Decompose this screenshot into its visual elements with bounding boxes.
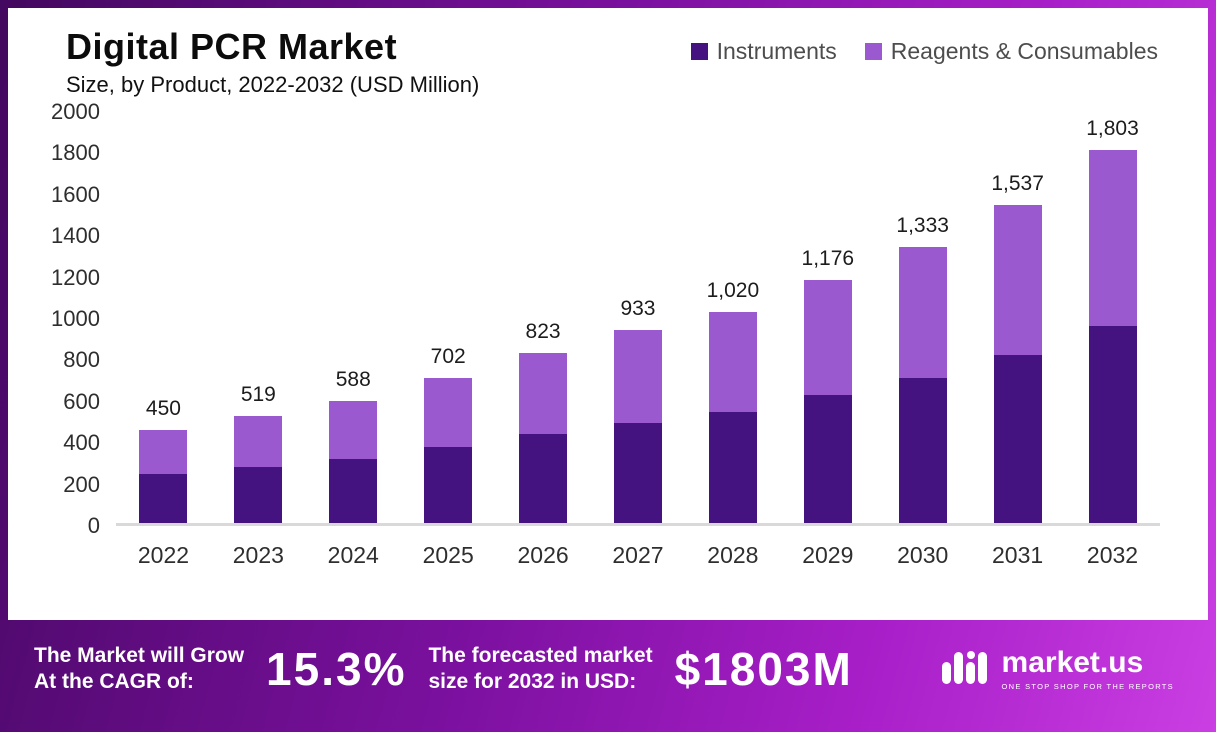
bar-total-label: 1,803 [1086,116,1139,140]
bar-total-label: 519 [240,382,276,406]
cagr-value: 15.3% [266,643,407,695]
forecast-caption-line2: size for 2032 in USD: [428,670,637,693]
market-us-logo-icon [940,648,992,691]
bar-segment-instruments [1088,326,1137,523]
bar-segment-reagents-consumables [234,415,283,468]
x-axis-label: 2025 [422,542,474,568]
bars-row: 450 519 588 702 823 933 1,020 1,176 1,333 1,537 1,… [116,112,1160,523]
bar-segment-reagents-consumables [898,247,947,379]
y-tick-label: 600 [63,388,100,414]
logo-name: market.us [1001,645,1144,679]
legend: Instruments Reagents & Consumables [690,38,1158,65]
bar-segment-instruments [424,447,473,523]
bar-total-label: 702 [430,344,466,368]
y-tick-label: 200 [63,471,100,497]
footer-banner: The Market will Grow At the CAGR of: 15.… [8,620,1208,732]
bar-segment-reagents-consumables [613,329,662,423]
legend-label: Instruments [716,38,837,64]
bar-column: 1,020 [685,112,780,523]
chart: 2000 1800 1600 1400 1200 1000 800 600 400 200 0 45… [34,99,1178,569]
forecast-caption: The forecasted market size for 2032 in U… [428,643,652,696]
bar-segment-instruments [708,412,757,523]
x-axis-label: 2027 [612,542,664,568]
bar-segment-reagents-consumables [519,352,568,434]
bar-column: 588 [306,112,401,523]
page-title: Digital PCR Market [66,26,398,67]
bar-total-label: 1,176 [801,246,855,270]
bar-column: 1,537 [970,112,1065,523]
bar-total-label: 1,020 [706,278,760,302]
bar-segment-reagents-consumables [1088,149,1137,327]
logo-text-block: market.us ONE STOP SHOP FOR THE REPORTS [1001,645,1174,691]
x-axis-label: 2026 [517,542,569,568]
y-tick-label: 2000 [51,99,100,124]
x-axis-label: 2030 [897,542,949,568]
bar-segment-reagents-consumables [139,429,188,475]
legend-label: Reagents & Consumables [890,38,1158,64]
cagr-caption-line1: The Market will Grow [34,643,245,667]
bar-segment-instruments [898,378,947,523]
bar-segment-instruments [329,458,378,523]
bar-column: 1,176 [780,112,875,523]
y-axis: 2000 1800 1600 1400 1200 1000 800 600 400 200 0 [34,99,100,538]
bar-segment-reagents-consumables [993,204,1042,356]
bar-column: 1,803 [1065,112,1160,523]
bar-segment-instruments [993,355,1042,523]
bar-segment-instruments [234,467,283,523]
legend-item: Reagents & Consumables [864,38,1158,65]
forecast-value: $1803M [674,643,853,695]
title-block: Digital PCR Market Size, by Product, 202… [34,26,479,98]
market-us-logo: market.us ONE STOP SHOP FOR THE REPORTS [940,645,1174,691]
cagr-caption: The Market will Grow At the CAGR of: [34,643,244,696]
bar-segment-reagents-consumables [424,377,473,448]
y-tick-label: 0 [87,513,100,538]
bar-segment-instruments [139,474,188,523]
bar-total-label: 1,333 [896,214,949,238]
legend-swatch [864,43,882,60]
bar-column: 519 [211,112,306,523]
x-axis-label: 2029 [802,542,854,568]
legend-swatch [690,43,708,60]
x-axis-label: 2031 [992,542,1044,568]
bar-column: 702 [401,112,496,523]
bar-total-label: 450 [145,396,181,420]
bar-column: 823 [496,112,591,523]
bar-column: 933 [591,112,686,523]
cagr-caption-line2: At the CAGR of: [34,670,194,693]
bar-segment-instruments [803,394,852,523]
plot-area: 2000 1800 1600 1400 1200 1000 800 600 400 200 0 45… [51,99,1160,538]
bar-total-label: 588 [335,368,371,392]
y-tick-label: 1400 [51,223,100,249]
x-axis: 2022 2023 2024 2025 2026 2027 2028 2029 2030 2031… [116,542,1160,569]
forecast-caption-line1: The forecasted market [428,643,653,667]
bar-segment-instruments [613,422,662,523]
chart-panel: Digital PCR Market Size, by Product, 202… [8,8,1208,620]
x-axis-label: 2028 [707,542,759,568]
chart-header: Digital PCR Market Size, by Product, 202… [34,26,1178,98]
x-axis-label: 2024 [327,542,379,568]
x-axis-label: 2022 [137,542,190,568]
legend-item: Instruments [690,38,837,65]
page-subtitle: Size, by Product, 2022-2032 (USD Million… [66,72,480,97]
bar-segment-reagents-consumables [803,279,852,395]
y-tick-label: 1600 [51,181,100,207]
y-tick-label: 400 [63,430,100,456]
bar-total-label: 1,537 [991,171,1044,195]
y-tick-label: 1200 [51,264,100,290]
y-tick-label: 1000 [51,306,100,331]
bar-column: 1,333 [875,112,970,523]
logo-tagline: ONE STOP SHOP FOR THE REPORTS [1001,681,1174,691]
x-axis-label: 2032 [1086,542,1139,568]
y-tick-label: 1800 [51,140,100,166]
x-axis-label: 2023 [232,542,284,568]
bar-column: 450 [116,112,211,523]
y-tick-label: 800 [63,347,100,373]
bar-total-label: 823 [525,319,561,343]
bar-segment-reagents-consumables [329,401,378,459]
bar-segment-instruments [519,434,568,523]
bar-total-label: 933 [620,296,656,320]
bar-segment-reagents-consumables [708,311,757,413]
